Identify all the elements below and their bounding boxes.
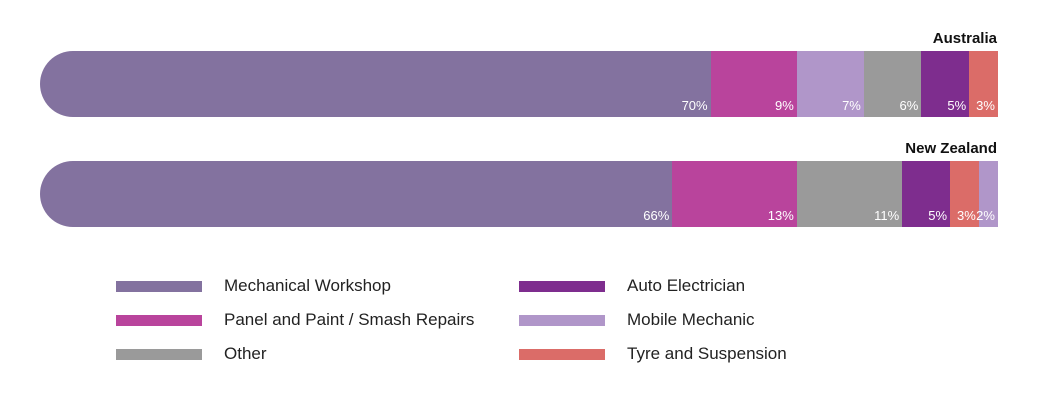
data-label: 3%	[976, 98, 995, 113]
bar-segment-auto-electrician: 5%	[902, 161, 951, 227]
data-label: 6%	[899, 98, 919, 113]
legend-swatch	[519, 280, 605, 292]
bar-segment-mechanical-workshop: 66%	[40, 161, 673, 227]
data-label: 70%	[681, 98, 708, 113]
bar-segment-auto-electrician: 5%	[921, 51, 970, 117]
stacked-bar-new-zealand: 66% 13% 11% 5% 3% 2%	[40, 161, 998, 227]
legend-label: Panel and Paint / Smash Repairs	[224, 310, 475, 329]
bar-segment-mobile-mechanic: 7%	[796, 51, 864, 117]
legend-label: Auto Electrician	[627, 276, 746, 295]
legend-item-auto-electrician: Auto Electrician	[519, 276, 745, 296]
data-label: 5%	[928, 208, 948, 223]
bar-segment-tyre-and-suspension: 3%	[969, 51, 998, 117]
legend-swatch	[116, 348, 202, 360]
legend-swatch	[116, 314, 202, 326]
data-label: 7%	[842, 98, 861, 113]
legend-item-mobile-mechanic: Mobile Mechanic	[519, 310, 755, 330]
country-label-new-zealand: New Zealand	[905, 140, 997, 157]
data-label: 3%	[957, 208, 976, 223]
data-label: 66%	[643, 208, 670, 223]
legend-label: Other	[224, 344, 267, 363]
data-label: 2%	[976, 208, 995, 223]
legend-item-other: Other	[116, 344, 267, 364]
bar-segment-other: 11%	[796, 161, 903, 227]
legend-item-tyre-and-suspension: Tyre and Suspension	[519, 344, 787, 364]
bar-segment-panel-and-paint-smash-repairs: 13%	[672, 161, 797, 227]
bar-segment-tyre-and-suspension: 3%	[950, 161, 979, 227]
legend-item-mechanical-workshop: Mechanical Workshop	[116, 276, 391, 296]
data-label: 5%	[947, 98, 967, 113]
stacked-bar-australia: 70% 9% 7% 6% 5% 3%	[40, 51, 998, 117]
bar-segment-mobile-mechanic: 2%	[976, 161, 998, 227]
bar-segment-other: 6%	[863, 51, 922, 117]
legend-swatch	[519, 314, 605, 326]
bar-segment-mechanical-workshop: 70%	[40, 51, 711, 117]
data-label: 13%	[767, 208, 794, 223]
legend-label: Mobile Mechanic	[627, 310, 755, 329]
bar-segment-panel-and-paint-smash-repairs: 9%	[710, 51, 797, 117]
legend-item-panel-and-paint-smash-repairs: Panel and Paint / Smash Repairs	[116, 310, 474, 330]
legend-swatch	[519, 348, 605, 360]
legend-label: Mechanical Workshop	[224, 276, 391, 295]
legend-swatch	[116, 280, 202, 292]
data-label: 11%	[874, 208, 900, 223]
legend-label: Tyre and Suspension	[627, 344, 787, 363]
country-label-australia: Australia	[932, 30, 997, 47]
data-label: 9%	[775, 98, 794, 113]
